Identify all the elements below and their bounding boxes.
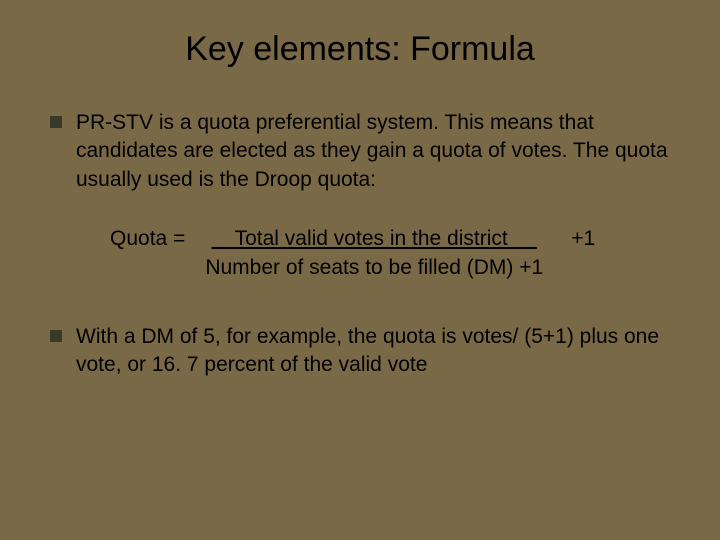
bullet-text: With a DM of 5, for example, the quota i… <box>76 323 670 380</box>
formula-denominator: Number of seats to be filled (DM) +1 <box>205 253 543 282</box>
square-bullet-icon <box>50 116 62 128</box>
slide-title: Key elements: Formula <box>50 30 670 69</box>
bullet-item: With a DM of 5, for example, the quota i… <box>50 323 670 380</box>
bullet-item: PR-STV is a quota preferential system. T… <box>50 109 670 194</box>
formula-numerator: Total valid votes in the district <box>212 227 537 250</box>
formula-line: Quota = Total valid votes in the distric… <box>110 224 670 283</box>
slide: Key elements: Formula PR-STV is a quota … <box>0 0 720 540</box>
formula-block: Quota = Total valid votes in the distric… <box>110 224 670 283</box>
formula-suffix: +1 <box>571 224 595 253</box>
formula-label: Quota = <box>110 224 185 253</box>
square-bullet-icon <box>50 330 62 342</box>
bullet-text: PR-STV is a quota preferential system. T… <box>76 109 670 194</box>
formula-fraction: Total valid votes in the district Number… <box>205 224 543 283</box>
